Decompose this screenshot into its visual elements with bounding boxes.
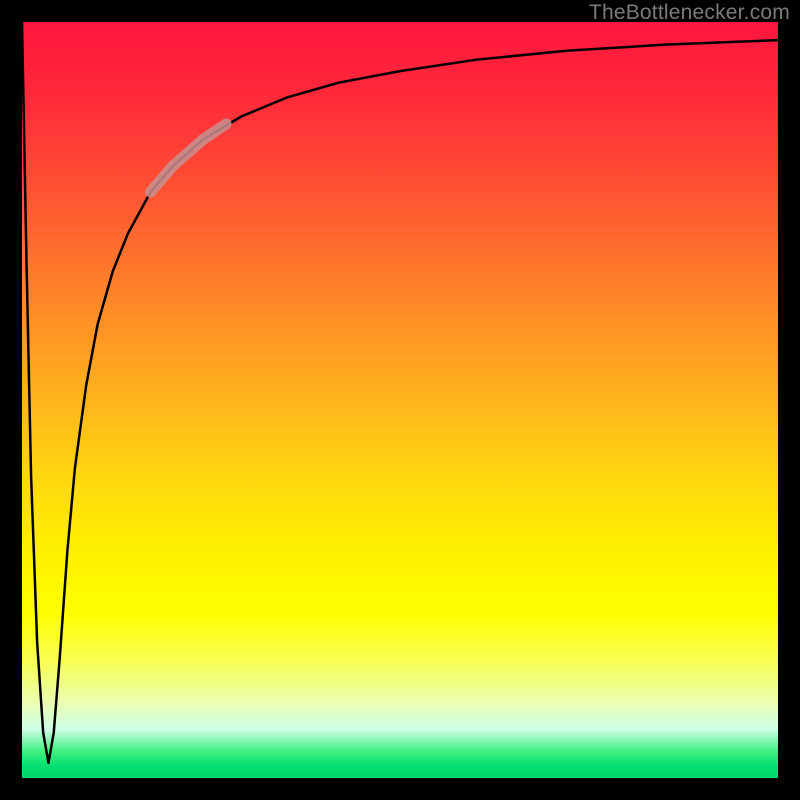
plot-area — [22, 22, 778, 778]
plot-svg — [22, 22, 778, 778]
chart-frame: TheBottlenecker.com — [0, 0, 800, 800]
highlight-band — [151, 124, 227, 192]
bottleneck-curve — [22, 22, 778, 763]
watermark-text: TheBottlenecker.com — [589, 1, 790, 25]
